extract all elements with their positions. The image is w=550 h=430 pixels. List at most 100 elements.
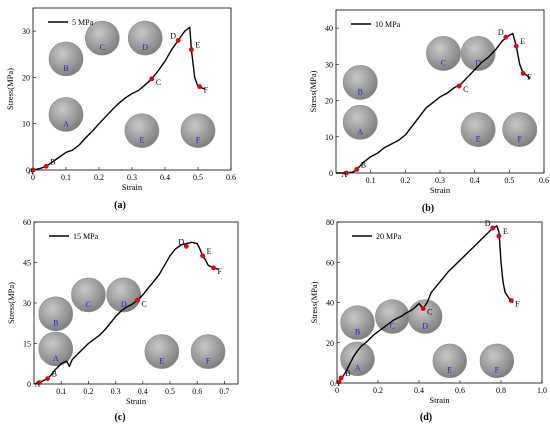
y-tick-label: 20	[22, 73, 30, 82]
x-tick-label: 0.8	[496, 386, 506, 395]
specimen-label: F	[206, 357, 211, 366]
point-marker-e	[513, 43, 519, 49]
specimen-photo-b	[340, 305, 375, 340]
x-tick-label: 0.6	[192, 387, 202, 396]
x-tick-label: 0.2	[373, 386, 383, 395]
specimen-photo-e	[124, 113, 160, 148]
point-label-b: B	[361, 160, 366, 169]
y-tick-label: 10	[22, 120, 30, 129]
legend-label: 15 MPa	[73, 232, 99, 241]
specimen-photo-b	[48, 41, 84, 77]
y-tick-label: 10	[325, 133, 333, 142]
x-tick-label: 0	[31, 173, 35, 182]
panel-label: (b)	[422, 203, 434, 214]
x-tick-label: 0.2	[400, 176, 410, 185]
specimen-label: C	[86, 300, 91, 309]
specimen-label: F	[518, 135, 523, 144]
point-label-a: A	[28, 167, 34, 176]
point-label-f: F	[218, 267, 223, 276]
x-tick-label: 0.4	[414, 386, 424, 395]
point-marker-c	[420, 306, 426, 311]
point-marker-b	[45, 376, 50, 381]
point-label-f: F	[527, 72, 532, 81]
specimen-photo-c	[84, 20, 120, 56]
specimen-photo-d	[127, 20, 163, 56]
y-axis-label: Stress(MPa)	[308, 70, 318, 112]
specimen-label: B	[53, 319, 58, 328]
x-tick-label: 0	[335, 386, 339, 395]
point-marker-f	[197, 84, 203, 90]
legend-label: 20 MPa	[376, 232, 402, 241]
y-tick-label: 30	[23, 299, 31, 308]
point-marker-a	[336, 379, 342, 385]
point-label-f: F	[515, 299, 520, 308]
point-label-d: D	[485, 219, 491, 228]
point-marker-a	[30, 167, 36, 173]
x-tick-label: 0.5	[165, 387, 175, 396]
x-tick-label: 0.5	[193, 173, 203, 182]
y-tick-label: 20	[325, 97, 333, 106]
specimen-photo-f	[479, 343, 515, 379]
point-label-c: C	[141, 299, 146, 308]
specimen-photo-b	[342, 65, 378, 100]
chart-panel-1: A B C D E F 0 0.1 0.2 0.3 0.4 0.5 0.6 0 10 20 30 Strain St…	[5, 7, 236, 211]
x-tick-label: 0.6	[455, 386, 465, 395]
point-label-a: A	[334, 379, 340, 388]
x-tick-label: 0.5	[504, 176, 514, 185]
panel-label: (d)	[420, 412, 432, 423]
point-label-e: E	[520, 37, 525, 46]
specimen-label: C	[100, 43, 105, 52]
specimen-photo-f	[502, 112, 538, 147]
point-label-c: C	[156, 78, 161, 87]
x-tick-label: 0.1	[61, 173, 71, 182]
specimen-photo-e	[144, 334, 180, 369]
x-tick-label: 0.7	[219, 387, 229, 396]
y-tick-label: 60	[23, 218, 31, 227]
x-tick-label: 0.6	[539, 176, 549, 185]
legend-label: 10 MPa	[375, 20, 401, 29]
x-axis-label: Strain	[122, 182, 143, 192]
panel-label: (a)	[114, 200, 126, 211]
y-tick-label: 0	[329, 169, 333, 178]
point-marker-a	[37, 380, 42, 386]
specimen-photos: A B C D E F	[38, 277, 226, 369]
point-marker-a	[344, 170, 349, 176]
point-marker-b	[354, 166, 360, 172]
chart-panel-4: ABC DE F0 0.2 0.4 0.6 0.8 1.0020406080StrainStr…	[309, 218, 547, 423]
stress-strain-curve	[32, 26, 205, 171]
panel-label: (c)	[114, 412, 125, 423]
point-label-b: B	[50, 157, 55, 166]
specimen-label: A	[53, 354, 59, 363]
y-axis-label: Stress(MPa)	[5, 68, 15, 110]
specimen-label: F	[495, 366, 500, 375]
specimen-photo-e	[432, 343, 467, 379]
point-marker-c	[149, 76, 155, 82]
specimen-label: D	[475, 58, 481, 67]
specimen-label: E	[476, 135, 481, 144]
y-tick-label: 0	[27, 380, 31, 389]
x-axis-label: Strain	[126, 396, 147, 406]
specimen-photo-a	[38, 331, 74, 367]
specimen-label: E	[447, 366, 452, 375]
specimen-photo-b	[38, 296, 74, 332]
stress-strain-curve	[336, 32, 531, 174]
specimen-photos: ABC DE F	[340, 299, 515, 379]
specimen-photos: ABC DE F	[48, 20, 216, 148]
specimen-label: A	[355, 364, 361, 373]
x-tick-label: 0.4	[160, 173, 170, 182]
specimen-label: F	[196, 136, 201, 145]
specimen-label: A	[357, 127, 363, 136]
specimen-label: B	[358, 87, 363, 96]
point-label-d: D	[178, 237, 184, 246]
point-marker-e	[189, 47, 194, 53]
specimen-label: C	[390, 321, 395, 330]
specimen-label: C	[441, 58, 446, 67]
specimen-label: E	[159, 357, 164, 366]
point-label-d: D	[170, 31, 176, 40]
specimen-label: D	[121, 300, 127, 309]
point-marker-d	[503, 34, 509, 40]
x-axis-label: Strain	[430, 185, 451, 195]
y-axis-label: Stress(MPa)	[6, 282, 16, 324]
specimen-photo-d	[460, 36, 496, 71]
